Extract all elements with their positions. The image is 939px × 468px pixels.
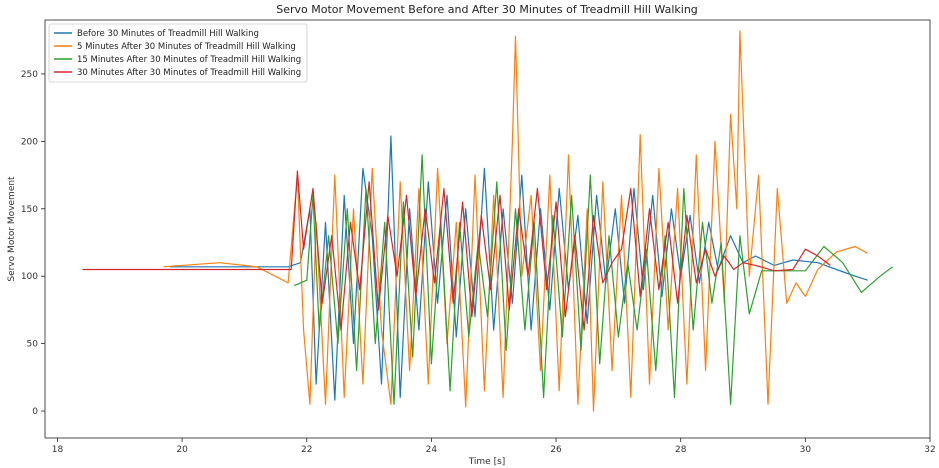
y-tick-label: 250 xyxy=(21,70,38,80)
x-tick-label: 20 xyxy=(176,445,188,455)
x-tick-label: 18 xyxy=(52,445,64,455)
legend-label-1: Before 30 Minutes of Treadmill Hill Walk… xyxy=(77,29,259,39)
x-tick-label: 26 xyxy=(550,445,562,455)
legend-label-2: 5 Minutes After 30 Minutes of Treadmill … xyxy=(77,42,296,52)
series-line-2 xyxy=(163,30,868,412)
series-line-3 xyxy=(294,154,893,405)
series-lines xyxy=(82,30,893,412)
series-line-4 xyxy=(82,170,831,331)
x-axis-ticks: 18 20 22 24 26 28 30 32 xyxy=(52,438,936,455)
x-tick-label: 30 xyxy=(800,445,812,455)
legend: Before 30 Minutes of Treadmill Hill Walk… xyxy=(48,23,308,83)
legend-label-3: 15 Minutes After 30 Minutes of Treadmill… xyxy=(77,55,301,65)
x-tick-label: 22 xyxy=(301,445,312,455)
legend-box xyxy=(48,23,308,83)
y-tick-label: 0 xyxy=(32,407,38,417)
y-tick-label: 100 xyxy=(21,272,38,282)
y-tick-label: 150 xyxy=(21,205,38,215)
x-tick-label: 32 xyxy=(924,445,935,455)
y-axis-ticks: 0 50 100 150 200 250 xyxy=(21,70,45,417)
y-tick-label: 200 xyxy=(21,137,38,147)
legend-label-4: 30 Minutes After 30 Minutes of Treadmill… xyxy=(77,68,301,78)
x-tick-label: 28 xyxy=(675,445,687,455)
x-tick-label: 24 xyxy=(426,445,438,455)
chart-title: Servo Motor Movement Before and After 30… xyxy=(276,3,698,16)
y-axis-title: Servo Motor Movement xyxy=(7,176,17,282)
x-axis-title: Time [s] xyxy=(468,457,506,467)
y-tick-label: 50 xyxy=(27,340,39,350)
